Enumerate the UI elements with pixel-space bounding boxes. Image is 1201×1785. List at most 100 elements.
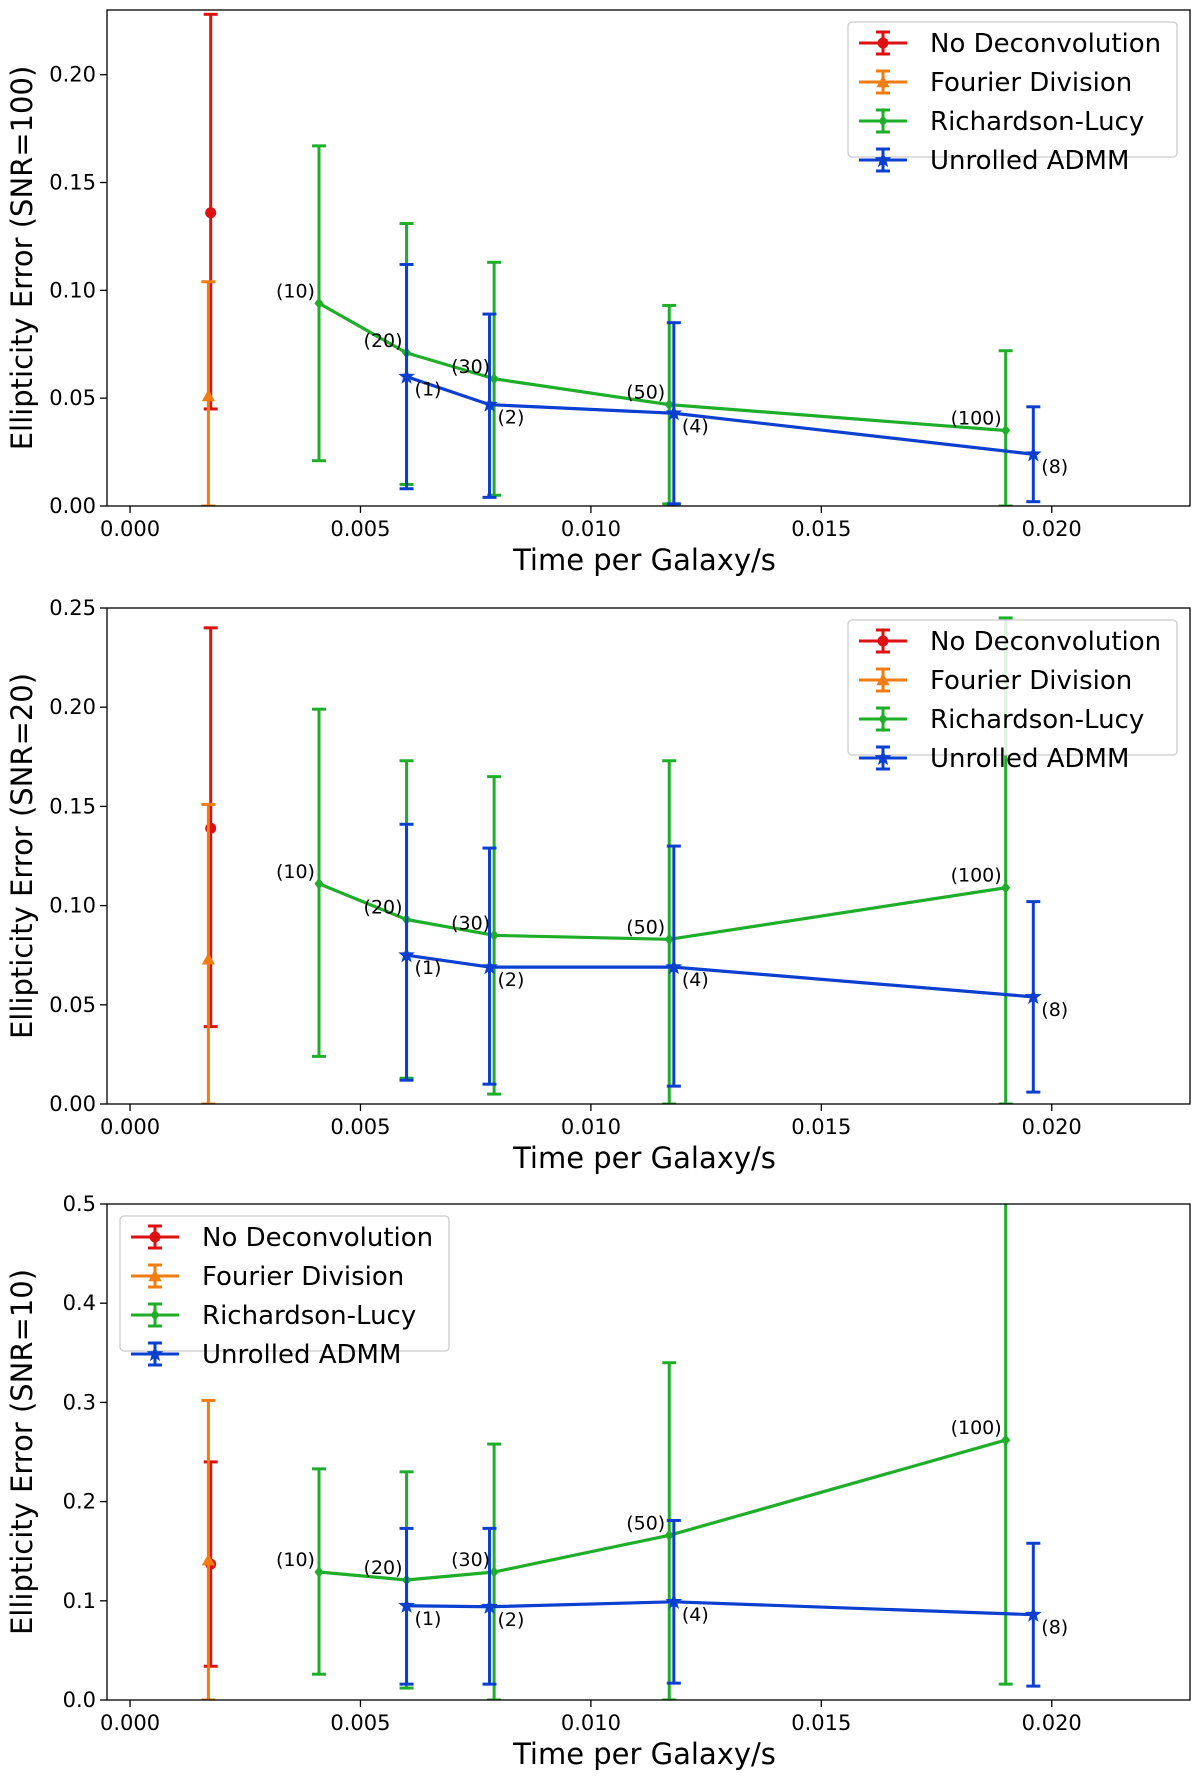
series-unrolled-admm (398, 1518, 1042, 1688)
legend-label: Richardson-Lucy (930, 107, 1144, 137)
data-point (1001, 1434, 1011, 1446)
data-point (201, 1553, 215, 1566)
legend-marker (150, 1309, 160, 1321)
data-point (489, 929, 499, 942)
legend-item: Richardson-Lucy (131, 1301, 416, 1331)
series-no-deconvolution (203, 626, 218, 1029)
point-label: (2) (498, 1609, 525, 1631)
plot-area (201, 12, 1042, 506)
point-label: (4) (682, 969, 709, 991)
point-label: (10) (276, 280, 315, 302)
x-tick-label: 0.000 (100, 517, 160, 541)
series-fourier-division (201, 1398, 216, 1700)
legend-label: Richardson-Lucy (202, 1301, 416, 1331)
legend-label: Fourier Division (930, 666, 1132, 696)
x-axis-label: Time per Galaxy/s (512, 1737, 776, 1771)
y-tick-label: 0.15 (49, 171, 96, 195)
plot-area (201, 616, 1042, 1104)
legend-label: No Deconvolution (930, 627, 1161, 657)
y-tick-label: 0.15 (49, 794, 96, 818)
data-point (665, 404, 683, 421)
legend-marker (878, 115, 888, 127)
y-tick-label: 0.10 (49, 278, 96, 302)
legend-marker (148, 1269, 162, 1282)
legend-item: Unrolled ADMM (859, 146, 1129, 176)
axes-frame (106, 9, 1191, 507)
legend-item: Richardson-Lucy (859, 107, 1144, 137)
data-point (201, 952, 215, 965)
panel-snr-10: 0.000 0.005 0.010 0.015 0.020 0.0 0.1 0.2 0.3 0.4… (0, 1192, 1201, 1785)
series-line (406, 375, 1034, 456)
legend-label: Unrolled ADMM (202, 1340, 401, 1370)
x-tick-label: 0.020 (1022, 1115, 1082, 1139)
y-tick-label: 0.20 (49, 63, 96, 87)
data-point (314, 297, 324, 310)
y-tick-label: 0.05 (49, 993, 96, 1017)
legend-label: Richardson-Lucy (930, 705, 1144, 735)
legend-marker (874, 151, 892, 168)
x-tick-label: 0.005 (330, 1711, 390, 1735)
legend-item: No Deconvolution (859, 627, 1161, 657)
legend: No Deconvolution Fourier Division Richards… (119, 1215, 450, 1370)
y-tick-label: 0.2 (63, 1490, 96, 1514)
point-label: (30) (451, 912, 490, 934)
x-tick-label: 0.000 (100, 1711, 160, 1735)
legend-label: No Deconvolution (202, 1223, 433, 1253)
data-point (1024, 1605, 1042, 1622)
legend-item: Unrolled ADMM (131, 1340, 401, 1370)
legend-marker (876, 673, 890, 686)
error-bar (201, 1398, 216, 1700)
x-tick-label: 0.015 (791, 1711, 851, 1735)
data-point (398, 1596, 415, 1613)
data-point (665, 1592, 683, 1609)
point-label: (2) (498, 407, 525, 429)
legend-marker (149, 1231, 161, 1243)
data-point (314, 878, 324, 890)
legend-item: No Deconvolution (859, 29, 1161, 59)
point-label: (2) (498, 969, 525, 991)
legend: No Deconvolution Fourier Division Richards… (847, 21, 1178, 176)
point-label: (50) (626, 1512, 665, 1534)
series-richardson-lucy (311, 1204, 1013, 1700)
series-line (318, 1438, 1007, 1582)
x-tick-label: 0.000 (100, 1115, 160, 1139)
y-axis-label: Ellipticity Error (SNR=10) (5, 1269, 39, 1635)
legend-label: Unrolled ADMM (930, 146, 1129, 176)
point-label: (20) (364, 896, 403, 918)
plot-area (201, 1204, 1042, 1700)
chart-snr-10: 0.000 0.005 0.010 0.015 0.020 0.0 0.1 0.2 0.3 0.4… (5, 1192, 1191, 1771)
data-point (481, 1597, 498, 1614)
series-line (406, 1600, 1034, 1617)
legend-marker (874, 749, 892, 766)
legend-item: No Deconvolution (131, 1223, 433, 1253)
point-label: (4) (682, 1604, 709, 1626)
y-tick-label: 0.00 (49, 494, 96, 518)
point-label: (30) (451, 356, 490, 378)
point-label: (100) (951, 865, 1002, 887)
x-tick-label: 0.020 (1022, 1711, 1082, 1735)
panel-snr-100: 0.000 0.005 0.010 0.015 0.020 0.00 0.05 0.10 0.1… (0, 0, 1201, 593)
point-label: (30) (451, 1549, 490, 1571)
y-tick-label: 0.0 (63, 1688, 96, 1712)
x-axis-label: Time per Galaxy/s (512, 1141, 776, 1175)
series-unrolled-admm (398, 822, 1042, 1094)
legend-item: Unrolled ADMM (859, 744, 1129, 774)
series-fourier-division (201, 802, 216, 1104)
axes-frame (106, 1203, 1191, 1701)
legend-marker (877, 635, 889, 647)
legend-marker (876, 75, 890, 88)
y-tick-label: 0.20 (49, 695, 96, 719)
data-point (665, 958, 683, 975)
x-tick-label: 0.010 (561, 517, 621, 541)
data-point (664, 933, 674, 946)
legend-frame (847, 619, 1178, 756)
legend-marker (878, 713, 888, 725)
point-label: (8) (1041, 999, 1068, 1021)
x-tick-label: 0.020 (1022, 517, 1082, 541)
x-tick-label: 0.005 (330, 1115, 390, 1139)
point-label: (50) (626, 382, 665, 404)
point-label: (1) (415, 379, 442, 401)
series-line (406, 953, 1034, 999)
legend-item: Fourier Division (859, 68, 1132, 98)
